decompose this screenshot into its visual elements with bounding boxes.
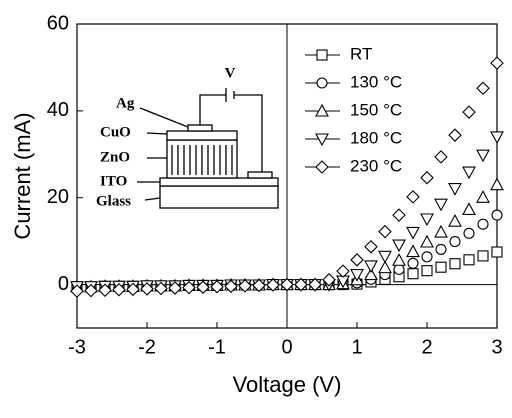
- marker: [196, 280, 210, 294]
- x-tick-label: -2: [138, 336, 156, 358]
- marker: [392, 239, 406, 253]
- marker: [168, 281, 182, 295]
- marker: [407, 257, 419, 269]
- y-tick-label: 40: [47, 99, 69, 121]
- marker: [350, 269, 364, 282]
- marker: [98, 283, 112, 297]
- marker: [421, 251, 433, 263]
- legend-marker: [316, 77, 328, 89]
- marker: [476, 190, 490, 203]
- marker: [294, 277, 308, 292]
- marker: [393, 263, 405, 275]
- marker: [406, 244, 420, 258]
- marker: [476, 81, 490, 96]
- marker: [420, 234, 434, 248]
- x-tick-label: 2: [421, 336, 432, 358]
- inset-label: V: [225, 65, 236, 81]
- legend-marker: [315, 133, 329, 147]
- inset-label: Glass: [96, 193, 131, 209]
- marker: [449, 236, 461, 248]
- y-tick-label: 60: [47, 12, 69, 34]
- marker: [378, 250, 392, 264]
- marker: [154, 281, 168, 296]
- legend-label: 130 °C: [350, 72, 402, 91]
- marker: [477, 218, 489, 230]
- marker: [476, 149, 490, 163]
- marker: [266, 278, 280, 292]
- marker: [364, 260, 378, 274]
- marker: [462, 202, 476, 215]
- marker: [252, 278, 266, 293]
- x-axis-label: Voltage (V): [233, 372, 342, 397]
- marker: [238, 279, 252, 293]
- marker: [364, 267, 378, 281]
- marker: [463, 227, 475, 239]
- x-tick-label: 0: [281, 336, 292, 358]
- marker: [210, 279, 224, 294]
- inset-diagram: [137, 88, 279, 209]
- legend-marker: [315, 160, 329, 174]
- inset-label: CuO: [100, 124, 131, 140]
- marker: [462, 105, 476, 119]
- x-tick-label: 3: [491, 336, 502, 358]
- marker: [392, 208, 406, 222]
- marker: [407, 268, 419, 280]
- marker: [490, 56, 504, 70]
- marker: [84, 283, 98, 298]
- marker: [448, 128, 462, 142]
- marker: [421, 265, 433, 277]
- legend-label: 230 °C: [350, 156, 402, 175]
- marker: [308, 277, 322, 292]
- marker: [322, 273, 336, 287]
- inset-label: Ag: [116, 95, 135, 111]
- inset-label: ZnO: [100, 149, 130, 165]
- legend-label: 150 °C: [350, 100, 402, 119]
- marker: [434, 198, 448, 212]
- marker: [477, 250, 489, 262]
- marker: [364, 240, 378, 254]
- marker: [435, 261, 447, 273]
- y-tick-label: 20: [47, 186, 69, 208]
- x-tick-label: 1: [351, 336, 362, 358]
- legend-marker: [316, 49, 328, 61]
- marker: [434, 150, 448, 164]
- marker: [126, 282, 140, 297]
- marker: [449, 258, 461, 270]
- marker: [378, 260, 392, 274]
- legend-label: 180 °C: [350, 128, 402, 147]
- marker: [336, 264, 350, 278]
- marker: [280, 277, 294, 292]
- marker: [224, 279, 238, 294]
- marker: [420, 213, 434, 227]
- x-tick-label: -1: [208, 336, 226, 358]
- marker: [491, 246, 503, 258]
- marker: [140, 282, 154, 296]
- marker: [434, 224, 448, 238]
- marker: [406, 190, 420, 204]
- marker: [463, 254, 475, 266]
- marker: [491, 209, 503, 221]
- marker: [406, 226, 420, 240]
- marker: [350, 253, 364, 267]
- legend-marker: [315, 103, 329, 117]
- marker: [392, 253, 406, 266]
- x-tick-label: -3: [68, 336, 86, 358]
- y-axis-label: Current (mA): [10, 112, 35, 239]
- marker: [435, 243, 447, 255]
- marker: [448, 183, 462, 196]
- marker: [182, 280, 196, 295]
- y-tick-label: 0: [58, 273, 69, 295]
- marker: [462, 166, 476, 180]
- marker: [420, 170, 434, 185]
- legend-label: RT: [350, 44, 372, 63]
- marker: [112, 283, 126, 297]
- inset-label: ITO: [100, 173, 127, 189]
- marker: [378, 224, 392, 239]
- marker: [70, 284, 84, 298]
- marker: [448, 214, 462, 227]
- marker: [490, 177, 504, 191]
- marker: [490, 131, 504, 145]
